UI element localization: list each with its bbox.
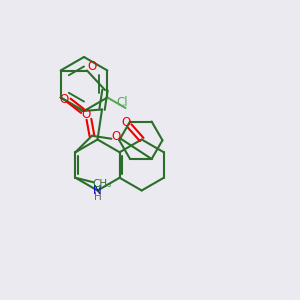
Text: N: N bbox=[93, 184, 102, 197]
Text: O: O bbox=[59, 92, 68, 106]
Text: O: O bbox=[81, 108, 91, 121]
Text: O: O bbox=[122, 116, 131, 129]
Text: H: H bbox=[94, 192, 101, 202]
Text: O: O bbox=[88, 60, 97, 74]
Text: CH₃: CH₃ bbox=[92, 179, 112, 189]
Text: O: O bbox=[111, 130, 121, 143]
Text: Cl: Cl bbox=[117, 96, 128, 109]
